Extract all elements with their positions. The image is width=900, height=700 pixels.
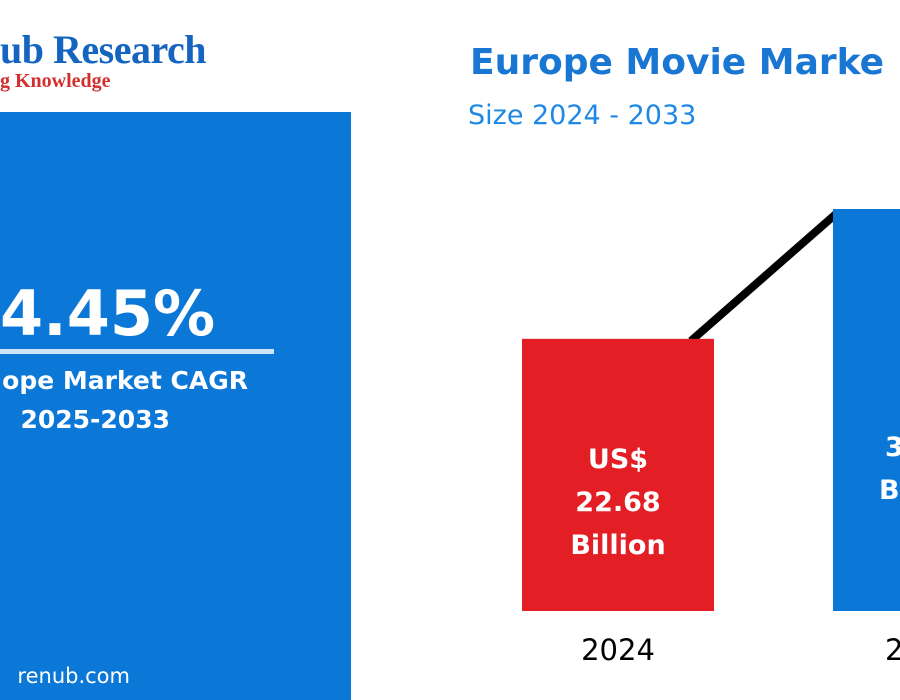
bar-data-label: Billion [570, 530, 665, 561]
cagr-panel: 4.45% ope Market CAGR 2025-2033 renub.co… [0, 112, 351, 700]
x-tick-label: 2 [885, 633, 900, 667]
chart-subtitle: Size 2024 - 2033 [468, 100, 697, 131]
logo-wordmark: ub Research [0, 27, 206, 72]
cagr-divider [0, 349, 274, 354]
cagr-period: 2025-2033 [20, 405, 170, 434]
cagr-label: ope Market CAGR [2, 366, 248, 395]
bar-2024 [522, 338, 714, 611]
chart-title: Europe Movie Marke [470, 42, 884, 83]
bar-data-label: 22.68 [575, 487, 660, 518]
trend-connector-line [688, 209, 840, 344]
bar-data-label: 3 [885, 432, 900, 463]
logo-tagline: g Knowledge [0, 70, 111, 92]
x-tick-label: 2024 [581, 633, 655, 667]
bar-data-label: US$ [588, 444, 648, 475]
bar-2 [833, 209, 900, 611]
bar-data-label: B [879, 475, 900, 506]
cagr-value: 4.45% [0, 277, 216, 350]
website-link[interactable]: renub.com [17, 664, 130, 688]
